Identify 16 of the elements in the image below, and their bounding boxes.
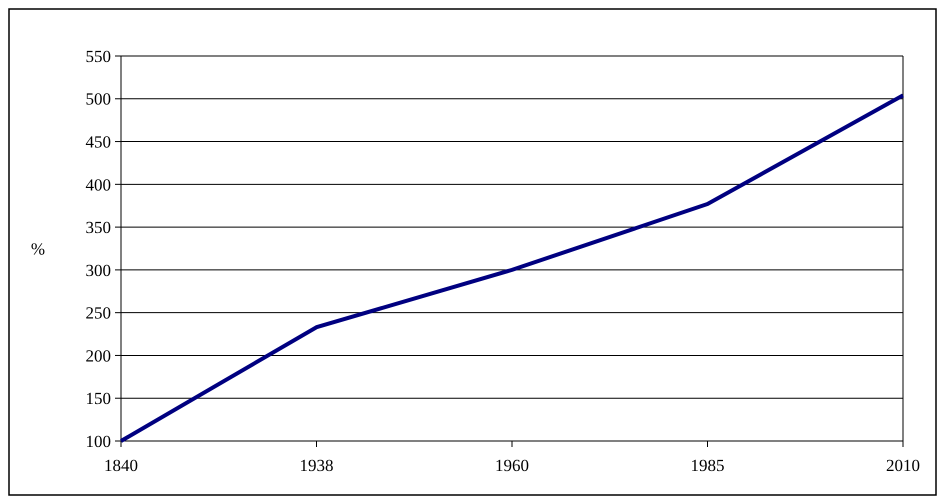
x-tick-label: 2010 bbox=[886, 456, 920, 475]
y-tick-label: 500 bbox=[86, 90, 111, 109]
y-tick-label: 100 bbox=[86, 432, 111, 451]
x-tick-label: 1960 bbox=[495, 456, 529, 475]
y-axis-title: % bbox=[30, 239, 46, 258]
y-tick-label: 200 bbox=[86, 346, 111, 366]
x-tick-label: 1938 bbox=[300, 456, 334, 475]
y-tick-label: 250 bbox=[86, 304, 111, 323]
y-tick-label: 450 bbox=[86, 132, 111, 152]
y-tick-label: 550 bbox=[86, 46, 111, 66]
y-tick-label: 400 bbox=[86, 175, 111, 194]
x-tick-label: 1840 bbox=[104, 456, 138, 475]
y-tick-label: 150 bbox=[86, 389, 111, 408]
y-tick-label: 350 bbox=[86, 218, 111, 238]
x-tick-label: 1985 bbox=[690, 456, 724, 475]
y-tick-label: 300 bbox=[86, 260, 111, 280]
